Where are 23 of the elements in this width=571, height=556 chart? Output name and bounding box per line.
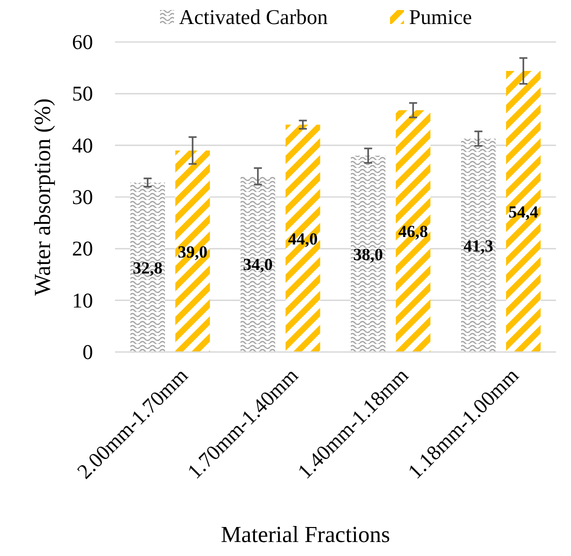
bar bbox=[240, 176, 276, 352]
bar bbox=[130, 182, 165, 352]
bar bbox=[286, 124, 320, 352]
y-tick-label: 10 bbox=[72, 288, 93, 312]
y-tick-label: 30 bbox=[72, 185, 93, 209]
bar bbox=[396, 110, 430, 352]
bar bbox=[175, 150, 210, 352]
y-tick-label: 0 bbox=[82, 340, 93, 364]
y-tick-label: 50 bbox=[72, 82, 93, 106]
bar bbox=[506, 70, 541, 352]
y-tick-label: 40 bbox=[72, 133, 93, 158]
data-label: 38,0 bbox=[353, 244, 384, 264]
y-tick-label: 60 bbox=[72, 30, 93, 54]
bar bbox=[350, 156, 386, 352]
bar bbox=[461, 138, 496, 352]
legend-label: Activated Carbon bbox=[179, 5, 328, 29]
data-label: 34,0 bbox=[243, 255, 273, 274]
x-axis-title: Material Fractions bbox=[220, 522, 390, 547]
legend-label: Pumice bbox=[409, 5, 472, 29]
y-axis-title: Water absorption (%) bbox=[30, 98, 55, 296]
y-tick-label: 20 bbox=[72, 236, 93, 261]
data-label: 41,3 bbox=[464, 236, 494, 256]
data-label: 32,8 bbox=[132, 258, 163, 278]
